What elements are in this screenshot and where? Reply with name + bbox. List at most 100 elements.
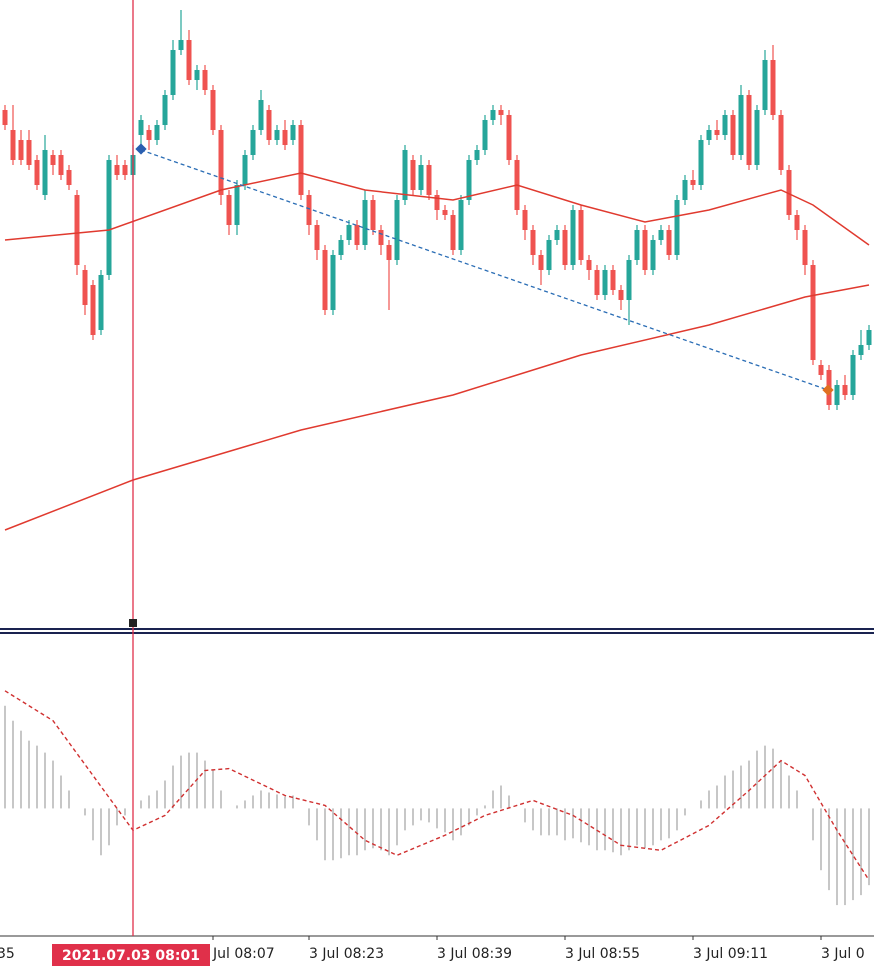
candle-body bbox=[618, 290, 624, 300]
candle-body bbox=[202, 70, 208, 90]
candle-body bbox=[650, 240, 656, 270]
candle-body bbox=[194, 70, 200, 80]
candle-body bbox=[10, 130, 16, 160]
candle-body bbox=[602, 270, 608, 295]
candle-body bbox=[58, 155, 64, 175]
moving-average bbox=[4, 284, 870, 531]
x-tick-label: 3 Jul 08:23 bbox=[309, 946, 384, 962]
candle-body bbox=[746, 95, 752, 165]
candle-body bbox=[850, 355, 856, 395]
candle-body bbox=[442, 210, 448, 215]
candle-body bbox=[594, 270, 600, 295]
candle-body bbox=[410, 160, 416, 190]
candle-body bbox=[18, 140, 24, 160]
candle-body bbox=[242, 155, 248, 185]
candle-body bbox=[498, 110, 504, 115]
candle-body bbox=[402, 150, 408, 200]
candle-body bbox=[770, 60, 776, 115]
candle-body bbox=[74, 195, 80, 265]
candle-body bbox=[298, 125, 304, 195]
candle-body bbox=[346, 225, 352, 240]
candle-body bbox=[378, 230, 384, 245]
candle-body bbox=[394, 200, 400, 260]
candle-body bbox=[234, 185, 240, 225]
candle-body bbox=[762, 60, 768, 110]
candle-body bbox=[34, 160, 40, 185]
x-tick-label: 3 Jul 08:55 bbox=[565, 946, 640, 962]
candle-body bbox=[426, 165, 432, 195]
candle-body bbox=[786, 170, 792, 215]
candle-body bbox=[370, 200, 376, 230]
candle-body bbox=[578, 210, 584, 260]
x-tick-label: 3 Jul 08:39 bbox=[437, 946, 512, 962]
candle-body bbox=[138, 120, 144, 135]
candle-body bbox=[658, 230, 664, 240]
candle-body bbox=[322, 250, 328, 310]
x-tick-label: 3 Jul 0 bbox=[821, 946, 865, 962]
candle-body bbox=[754, 110, 760, 165]
candle-body bbox=[386, 245, 392, 260]
candle-body bbox=[530, 230, 536, 255]
candle-body bbox=[26, 140, 32, 165]
candle-body bbox=[266, 110, 272, 140]
candle-body bbox=[290, 125, 296, 140]
candle-body bbox=[538, 255, 544, 270]
signal-line bbox=[4, 690, 870, 881]
candle-body bbox=[338, 240, 344, 255]
candle-body bbox=[114, 165, 120, 175]
candle-body bbox=[362, 200, 368, 245]
candle-body bbox=[258, 100, 264, 130]
candle-body bbox=[482, 120, 488, 150]
candle-body bbox=[434, 195, 440, 210]
candle-body bbox=[722, 115, 728, 135]
candle-body bbox=[458, 200, 464, 250]
candle-body bbox=[226, 195, 232, 225]
candle-body bbox=[794, 215, 800, 230]
candle-body bbox=[474, 150, 480, 160]
candle-body bbox=[666, 230, 672, 255]
trend-anchor bbox=[135, 143, 147, 155]
candle-body bbox=[66, 170, 72, 185]
candle-body bbox=[690, 180, 696, 185]
candle-body bbox=[522, 210, 528, 230]
candle-body bbox=[170, 50, 176, 95]
candle-body bbox=[706, 130, 712, 140]
candle-body bbox=[50, 155, 56, 165]
candle-body bbox=[2, 110, 8, 125]
candle-body bbox=[738, 95, 744, 155]
candle-body bbox=[218, 130, 224, 195]
candle-body bbox=[282, 130, 288, 145]
candle-body bbox=[730, 115, 736, 155]
candle-body bbox=[154, 125, 160, 140]
trend-line bbox=[140, 149, 829, 391]
candle-body bbox=[626, 260, 632, 300]
candle-body bbox=[162, 95, 168, 125]
candle-body bbox=[146, 130, 152, 140]
candle-body bbox=[570, 210, 576, 265]
candle-body bbox=[546, 240, 552, 270]
candle-body bbox=[354, 225, 360, 245]
cursor-label: 2021.07.03 08:01 bbox=[62, 948, 200, 964]
candle-body bbox=[674, 200, 680, 255]
candle-body bbox=[698, 140, 704, 185]
candle-body bbox=[106, 160, 112, 275]
cursor-marker bbox=[129, 619, 137, 627]
x-tick-label: 35 bbox=[0, 946, 15, 962]
candle-body bbox=[42, 150, 48, 195]
candle-body bbox=[554, 230, 560, 240]
candle-body bbox=[866, 330, 872, 345]
candle-body bbox=[314, 225, 320, 250]
candle-body bbox=[450, 215, 456, 250]
candle-body bbox=[210, 90, 216, 130]
candle-body bbox=[330, 255, 336, 310]
x-tick-label: 3 Jul 09:11 bbox=[693, 946, 768, 962]
candle-body bbox=[858, 345, 864, 355]
x-axis-labels: 35 Jul 08:07 3 Jul 08:23 3 Jul 08:39 3 Jul 0… bbox=[0, 936, 865, 962]
trend-anchor bbox=[822, 384, 834, 396]
candle-body bbox=[834, 385, 840, 405]
candle-body bbox=[490, 110, 496, 120]
candle-body bbox=[562, 230, 568, 265]
candle-body bbox=[610, 270, 616, 290]
candle-body bbox=[586, 260, 592, 270]
